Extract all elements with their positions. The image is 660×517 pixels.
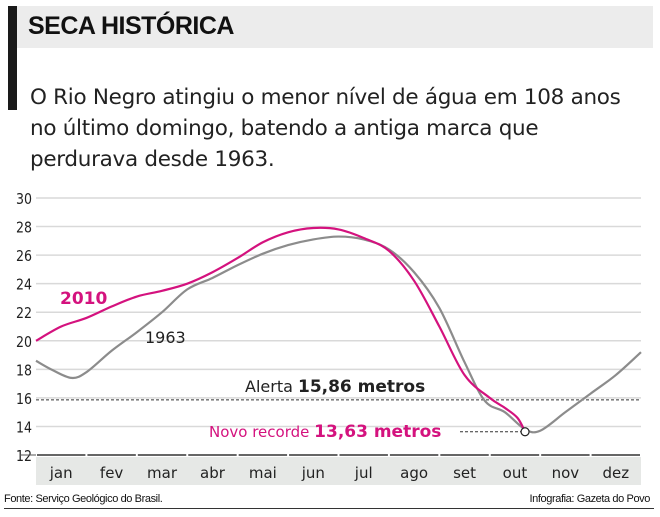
record-value: 13,63 metros [314,422,441,442]
subtitle: O Rio Negro atingiu o menor nível de águ… [30,85,621,172]
x-tick-label: set [453,464,476,482]
record-label: Novo recorde 13,63 metros [209,422,441,442]
y-tick-label: 20 [16,333,32,351]
y-tick-label: 26 [16,247,32,265]
footer-rule [4,508,654,509]
x-tick-label: fev [100,464,124,482]
series-label-2010: 2010 [60,289,107,309]
line-chart: 12 14 16 18 20 22 24 26 28 30 jan fev mar abr mai jun j… [16,190,642,485]
series-line-2010 [35,226,527,433]
y-tick-label: 16 [16,390,32,408]
x-tick-label: mar [147,464,178,482]
alert-text: Alerta [245,377,293,396]
y-tick-label: 28 [16,219,32,237]
x-tick-label: nov [552,464,580,482]
x-tick-label: jan [49,464,73,482]
x-tick-label: jun [301,464,325,482]
y-tick-label: 30 [16,190,32,208]
series-line-1963 [35,235,642,434]
record-text: Novo recorde [209,423,309,441]
x-tick-label: abr [200,464,226,482]
y-tick-label: 14 [16,418,32,436]
record-marker [520,427,530,437]
credit-note: Infografia: Gazeta do Povo [529,493,651,505]
series-label-1963: 1963 [145,328,186,347]
x-tick-label: out [503,464,528,482]
x-tick-label: jul [354,464,373,482]
x-tick-label: dez [602,464,629,482]
month-band [36,457,641,485]
y-tick-label: 12 [16,447,32,465]
title-accent-bar [8,6,17,110]
alert-value: 15,86 metros [298,377,425,397]
alert-label: Alerta 15,86 metros [245,377,425,397]
y-tick-label: 24 [16,276,32,294]
y-tick-label: 22 [16,304,32,322]
page-title: SECA HISTÓRICA [28,12,234,40]
title-box [17,6,653,48]
x-tick-label: mai [249,464,277,482]
x-tick-label: ago [400,464,428,482]
source-note: Fonte: Serviço Geológico do Brasil. [4,493,163,505]
y-tick-label: 18 [16,361,32,379]
